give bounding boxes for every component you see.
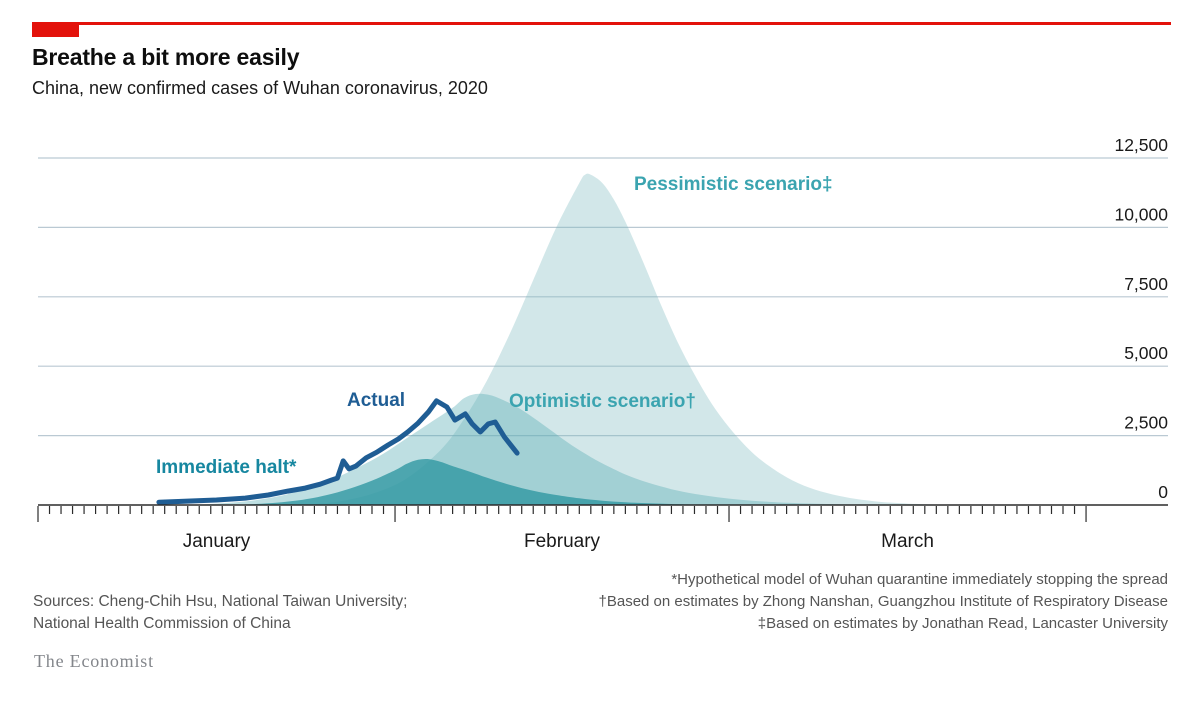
x-axis-month-label: January: [183, 531, 251, 552]
y-axis-label: 2,500: [1124, 413, 1168, 433]
x-axis-month-label: February: [524, 531, 601, 552]
sources-line-1: Sources: Cheng-Chih Hsu, National Taiwan…: [33, 593, 408, 610]
actual-series-label: Actual: [347, 390, 406, 411]
economist-red-tab: [32, 22, 79, 37]
immediate-halt-label: Immediate halt*: [156, 457, 297, 478]
y-axis-label: 7,500: [1124, 274, 1168, 294]
x-axis-month-label: March: [881, 531, 934, 552]
y-axis-label: 5,000: [1124, 343, 1168, 363]
footnote-asterisk: *Hypothetical model of Wuhan quarantine …: [671, 571, 1168, 588]
economist-wordmark: The Economist: [34, 651, 154, 671]
y-axis-label: 0: [1158, 482, 1168, 502]
footnote-double-dagger: ‡Based on estimates by Jonathan Read, La…: [757, 615, 1168, 632]
optimistic-area: [187, 393, 891, 505]
sources-note: Sources: Cheng-Chih Hsu, National Taiwan…: [33, 591, 407, 635]
sources-line-2: National Health Commission of China: [33, 615, 291, 632]
pessimistic-scenario-label: Pessimistic scenario‡: [634, 174, 833, 195]
y-axis-label: 12,500: [1114, 135, 1168, 155]
footnote-dagger: †Based on estimates by Zhong Nanshan, Gu…: [598, 593, 1169, 610]
optimistic-scenario-label: Optimistic scenario†: [509, 391, 696, 412]
pessimistic-area: [302, 173, 960, 505]
chart-subtitle: China, new confirmed cases of Wuhan coro…: [32, 78, 488, 98]
footnotes: *Hypothetical model of Wuhan quarantine …: [599, 569, 1169, 635]
actual-line: [156, 398, 520, 505]
economist-red-rule: [32, 22, 1171, 25]
immediate_halt-area: [233, 459, 753, 505]
y-axis-label: 10,000: [1114, 204, 1168, 224]
chart-title: Breathe a bit more easily: [32, 44, 300, 70]
